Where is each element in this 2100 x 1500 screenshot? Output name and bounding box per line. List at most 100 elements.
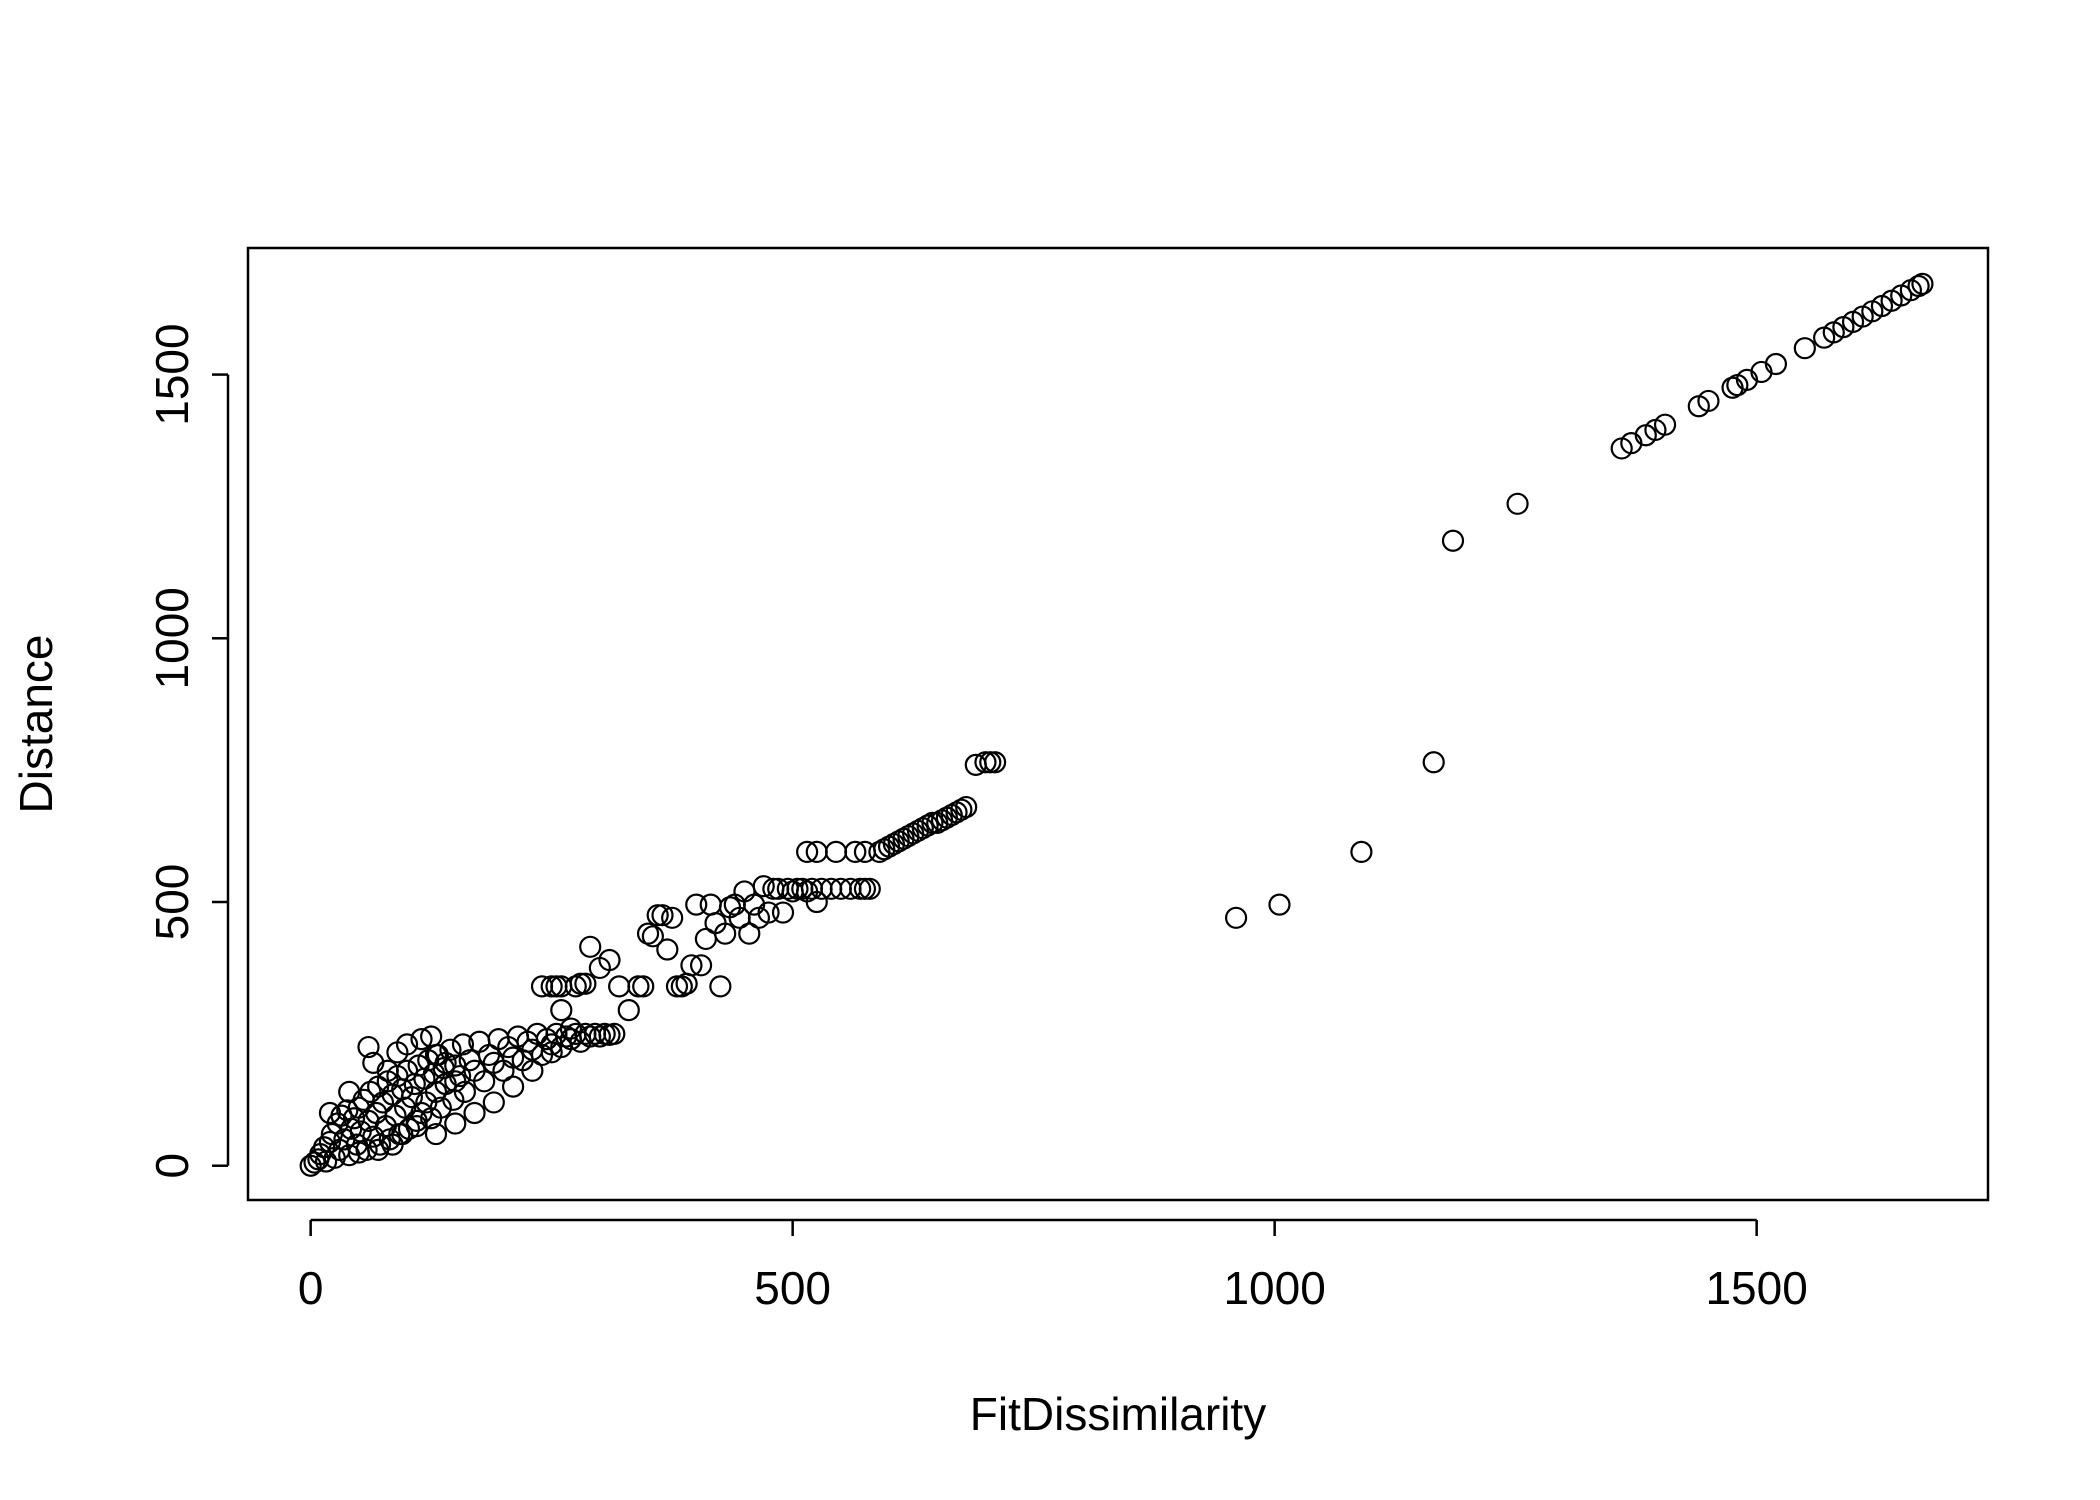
data-point (424, 1122, 448, 1146)
data-point (545, 975, 568, 998)
data-point (955, 795, 978, 819)
data-point (588, 1025, 611, 1048)
data-point (709, 975, 732, 998)
data-point (318, 1101, 342, 1125)
data-point (429, 1096, 452, 1119)
data-point (444, 1112, 467, 1135)
data-point (598, 948, 621, 972)
data-point (858, 877, 881, 900)
data-point (540, 975, 563, 998)
data-point (651, 904, 674, 927)
data-point (482, 1091, 505, 1114)
data-point (983, 751, 1007, 774)
data-point (974, 751, 997, 774)
data-point (381, 1133, 404, 1156)
data-point (1764, 352, 1788, 376)
data-point (1441, 529, 1465, 552)
data-point (641, 925, 664, 948)
y-tick-label: 500 (146, 864, 198, 941)
data-point (473, 1070, 496, 1093)
y-axis: 0 500 1000 1500 (146, 323, 230, 1179)
data-point (444, 1070, 467, 1093)
data-point (357, 1035, 380, 1059)
x-tick-label: 1500 (1705, 1262, 1807, 1314)
data-point (1422, 751, 1445, 774)
data-point (661, 906, 684, 929)
data-point (442, 1088, 465, 1111)
data-point (540, 1041, 563, 1064)
data-point (395, 1033, 419, 1056)
data-point (689, 954, 713, 977)
data-point (752, 875, 775, 898)
data-point (849, 877, 872, 900)
data-point (400, 1086, 423, 1109)
data-point (448, 1064, 472, 1088)
data-point (627, 975, 650, 998)
data-point (1268, 893, 1291, 916)
data-point (979, 751, 1002, 774)
x-tick-label: 0 (298, 1262, 324, 1314)
y-tick-label: 1500 (146, 323, 198, 425)
data-point (796, 840, 819, 864)
data-point (824, 840, 848, 864)
data-point (656, 938, 679, 961)
data-point (501, 1075, 525, 1098)
x-tick-label: 1000 (1223, 1262, 1325, 1314)
data-point (1697, 389, 1720, 413)
data-point (738, 922, 761, 945)
y-tick-label: 1000 (146, 587, 198, 689)
data-point (1653, 413, 1677, 436)
y-axis-label: Distance (10, 635, 62, 814)
data-point (853, 877, 877, 900)
data-point (916, 814, 939, 837)
data-point (786, 877, 809, 900)
data-point (617, 999, 640, 1022)
data-point (521, 1059, 544, 1082)
x-tick-label: 500 (754, 1262, 831, 1314)
plot-frame (246, 246, 1990, 1202)
data-point (950, 798, 973, 821)
data-point (757, 901, 780, 924)
data-points (299, 272, 1934, 1177)
data-point (603, 1022, 626, 1045)
data-point (1907, 274, 1930, 298)
data-point (608, 975, 631, 998)
data-point (501, 1046, 525, 1069)
data-point (463, 1101, 486, 1125)
x-axis: 0 500 1000 1500 (298, 1218, 1808, 1314)
data-point (1506, 492, 1529, 515)
data-point (1224, 906, 1248, 929)
data-point (636, 922, 660, 945)
data-point (376, 1059, 399, 1082)
data-point (805, 890, 828, 914)
data-point (559, 1017, 583, 1040)
data-point (569, 972, 592, 995)
data-point (844, 840, 867, 864)
data-point (564, 975, 587, 998)
data-point (405, 1115, 428, 1138)
data-point (1350, 840, 1373, 864)
data-point (338, 1080, 361, 1103)
data-point (342, 1107, 366, 1130)
data-point (670, 975, 693, 998)
data-point (714, 922, 737, 945)
x-axis-label: FitDissimilarity (970, 1388, 1266, 1440)
data-point (439, 1038, 462, 1061)
data-point (733, 880, 756, 903)
data-point (574, 972, 597, 995)
data-point (699, 893, 722, 916)
data-point (665, 975, 689, 998)
data-point (347, 1141, 370, 1164)
data-point (1911, 272, 1934, 295)
data-point (579, 935, 602, 958)
data-point (685, 893, 708, 916)
y-tick-label: 0 (146, 1153, 198, 1179)
data-point (680, 954, 703, 977)
data-point (632, 975, 655, 998)
data-point (1793, 337, 1816, 360)
data-point (921, 811, 944, 834)
data-point (646, 904, 669, 927)
data-point (434, 1051, 457, 1074)
data-point (410, 1028, 433, 1051)
